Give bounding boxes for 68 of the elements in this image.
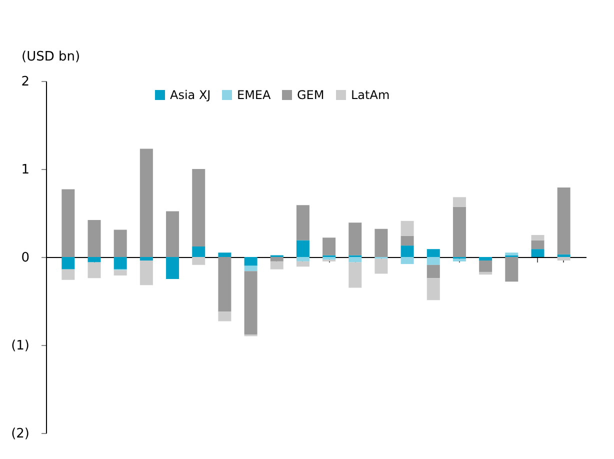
- bar: [62, 189, 75, 257]
- bar: [479, 260, 492, 272]
- bar: [531, 249, 544, 257]
- bar: [426, 278, 440, 300]
- bar: [452, 197, 466, 207]
- legend-label: Asia XJ: [170, 88, 211, 102]
- bar: [114, 257, 127, 270]
- bar: [296, 261, 310, 267]
- bar: [192, 246, 206, 257]
- legend-label: EMEA: [237, 88, 272, 102]
- bar: [322, 238, 336, 256]
- bar: [505, 252, 518, 256]
- bar: [140, 148, 153, 257]
- bar: [479, 257, 492, 261]
- y-tick-label: (2): [11, 426, 30, 442]
- bar: [244, 257, 258, 266]
- bar: [426, 264, 440, 278]
- bar: [557, 257, 570, 261]
- bar: [166, 211, 180, 257]
- bar: [374, 228, 388, 257]
- bar: [296, 240, 310, 257]
- bar: [400, 246, 414, 257]
- bar: [531, 235, 544, 240]
- bar: [296, 257, 310, 262]
- bar: [400, 236, 414, 246]
- bar: [479, 272, 492, 275]
- bar: [452, 206, 466, 257]
- bar: [218, 312, 232, 322]
- y-tick-label: 0: [21, 250, 30, 266]
- bar: [114, 230, 127, 257]
- bar: [348, 257, 362, 262]
- bar: [452, 258, 466, 262]
- legend-label: LatAm: [351, 88, 390, 102]
- bar: [244, 271, 258, 334]
- y-tick-label: (1): [11, 338, 30, 354]
- bar: [531, 240, 544, 250]
- bar: [348, 222, 362, 256]
- bar: [218, 257, 232, 312]
- bar: [426, 249, 440, 257]
- bar: [270, 261, 284, 270]
- bar: [296, 205, 310, 240]
- bar: [270, 257, 284, 262]
- legend-label: GEM: [297, 88, 324, 102]
- bar: [348, 262, 362, 288]
- bar: [192, 257, 206, 265]
- y-tick-label: 2: [21, 74, 30, 90]
- bar: [62, 269, 75, 280]
- bar: [140, 260, 153, 286]
- bar: [426, 257, 440, 265]
- bar: [244, 266, 258, 272]
- bar: [88, 262, 101, 278]
- bar: [166, 257, 180, 279]
- bar: [114, 270, 127, 276]
- bar: [218, 252, 232, 257]
- bar: [400, 257, 414, 264]
- bar: [322, 257, 336, 260]
- bar: [192, 169, 206, 246]
- y-axis-title: (USD bn): [22, 50, 80, 64]
- bar: [140, 257, 153, 261]
- bar: [505, 257, 518, 282]
- bar: [557, 254, 570, 257]
- bar: [88, 257, 101, 262]
- bar: [400, 220, 414, 236]
- bar: [557, 187, 570, 254]
- bar: [62, 257, 75, 270]
- bar: [88, 220, 101, 257]
- bar: [374, 258, 388, 274]
- y-tick-label: 1: [21, 162, 30, 178]
